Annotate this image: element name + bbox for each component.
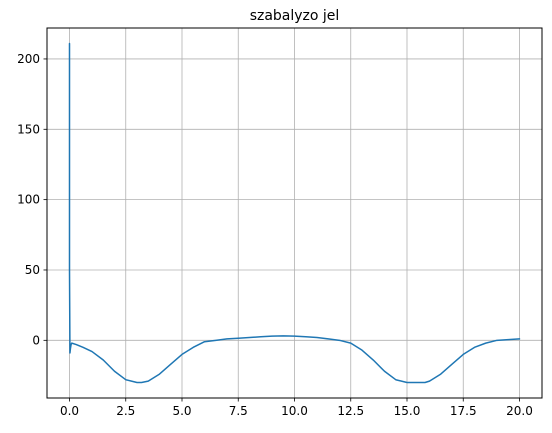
y-tick-label: 100 xyxy=(17,193,40,207)
x-tick-label: 7.5 xyxy=(229,404,248,418)
y-tick-label: 200 xyxy=(17,52,40,66)
x-tick-label: 2.5 xyxy=(116,404,135,418)
x-axis: 0.0 2.5 5.0 7.5 10.0 12.5 15.0 17.5 20.0 xyxy=(60,398,533,418)
y-tick-label: 50 xyxy=(25,263,40,277)
x-tick-label: 0.0 xyxy=(60,404,79,418)
x-tick-label: 12.5 xyxy=(337,404,364,418)
x-tick-label: 17.5 xyxy=(450,404,477,418)
x-tick-label: 5.0 xyxy=(172,404,191,418)
series-line xyxy=(68,42,521,384)
x-tick-label: 20.0 xyxy=(506,404,533,418)
chart-title: szabalyzo jel xyxy=(250,8,340,24)
y-tick-label: 150 xyxy=(17,122,40,136)
y-axis: 0 50 100 150 200 xyxy=(17,52,47,347)
grid-lines xyxy=(47,28,542,398)
plot-area xyxy=(68,42,521,384)
y-tick-label: 0 xyxy=(32,333,40,347)
x-tick-label: 10.0 xyxy=(281,404,308,418)
x-tick-label: 15.0 xyxy=(394,404,421,418)
